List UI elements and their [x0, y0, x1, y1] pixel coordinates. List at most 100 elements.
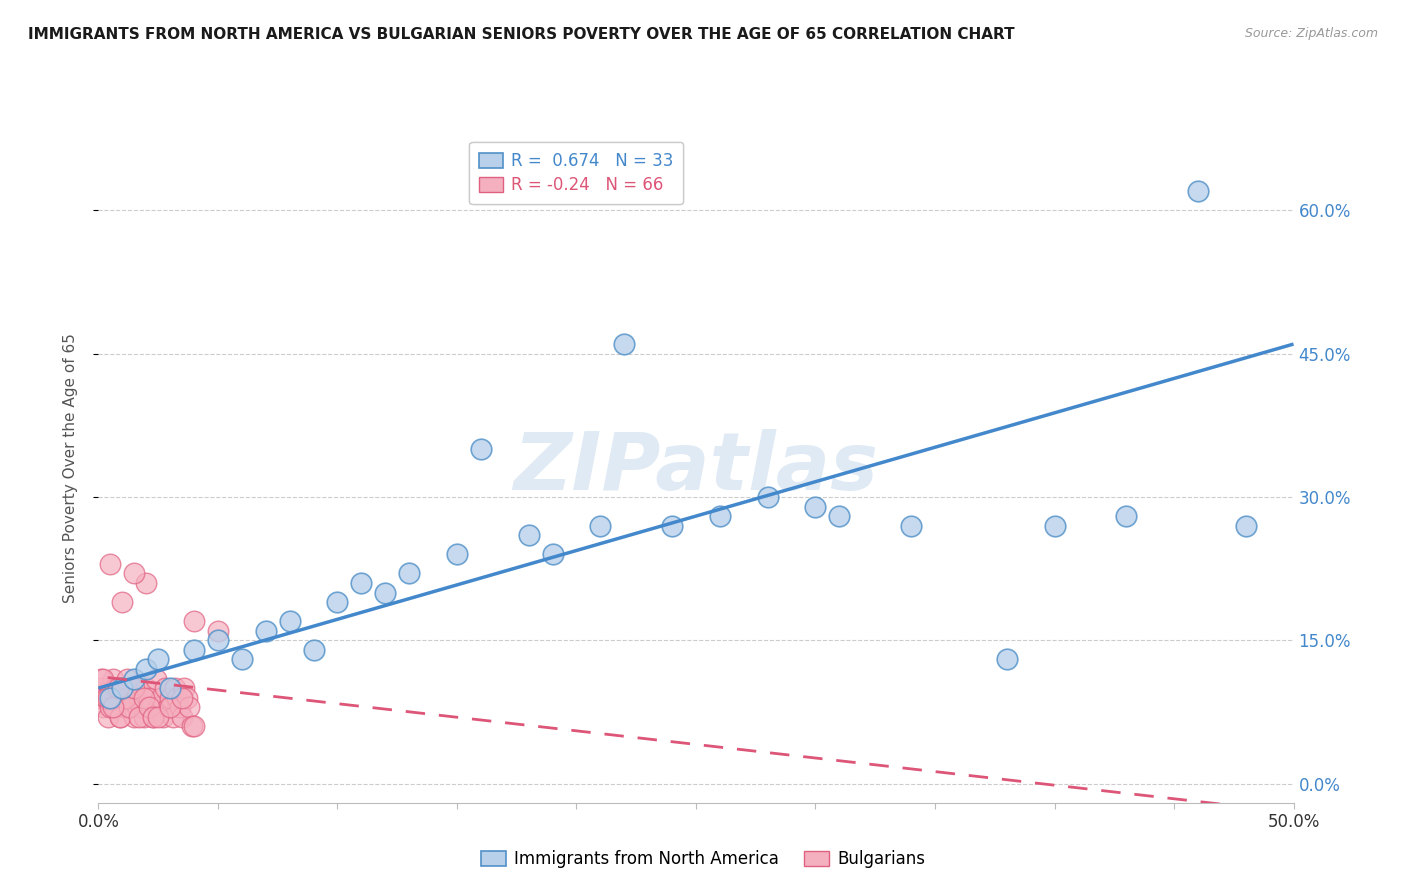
Point [172, 710, 194, 724]
Point [155, 681, 177, 695]
Point [104, 700, 127, 714]
Point [142, 710, 165, 724]
Point [613, 337, 636, 351]
Point [162, 710, 184, 724]
Point [132, 710, 155, 724]
Point [183, 614, 205, 628]
Point [94, 690, 117, 705]
Point [114, 690, 136, 705]
Point [138, 690, 160, 705]
Point [148, 652, 170, 666]
Point [111, 681, 134, 695]
Legend: R =  0.674   N = 33, R = -0.24   N = 66: R = 0.674 N = 33, R = -0.24 N = 66 [470, 142, 683, 204]
Point [207, 633, 229, 648]
Point [124, 566, 146, 581]
Point [159, 690, 181, 705]
Point [97, 710, 120, 724]
Point [115, 672, 138, 686]
Point [118, 690, 141, 705]
Point [589, 518, 612, 533]
Point [97, 690, 120, 705]
Point [470, 442, 492, 457]
Point [142, 710, 165, 724]
Point [135, 681, 157, 695]
Point [149, 690, 172, 705]
Point [101, 672, 124, 686]
Point [163, 681, 186, 695]
Point [183, 719, 205, 733]
Point [118, 700, 141, 714]
Point [172, 690, 194, 705]
Point [828, 509, 851, 524]
Point [159, 700, 181, 714]
Point [101, 700, 124, 714]
Point [169, 700, 191, 714]
Point [107, 690, 129, 705]
Legend: Immigrants from North America, Bulgarians: Immigrants from North America, Bulgarian… [474, 844, 932, 875]
Point [254, 624, 277, 638]
Text: IMMIGRANTS FROM NORTH AMERICA VS BULGARIAN SENIORS POVERTY OVER THE AGE OF 65 CO: IMMIGRANTS FROM NORTH AMERICA VS BULGARI… [28, 27, 1015, 42]
Point [231, 652, 253, 666]
Point [98, 557, 122, 571]
Point [124, 681, 146, 695]
Point [179, 700, 201, 714]
Point [207, 624, 229, 638]
Point [709, 509, 731, 524]
Point [111, 681, 134, 695]
Point [173, 681, 195, 695]
Point [104, 681, 127, 695]
Point [148, 700, 170, 714]
Point [446, 547, 468, 561]
Point [900, 518, 922, 533]
Point [128, 710, 150, 724]
Point [91, 700, 114, 714]
Point [90, 681, 112, 695]
Point [91, 672, 114, 686]
Point [350, 576, 373, 591]
Point [114, 700, 136, 714]
Text: ZIPatlas: ZIPatlas [513, 429, 879, 508]
Point [183, 643, 205, 657]
Point [176, 690, 198, 705]
Point [804, 500, 827, 514]
Point [326, 595, 349, 609]
Point [131, 700, 153, 714]
Point [1187, 184, 1209, 198]
Point [124, 710, 146, 724]
Text: Source: ZipAtlas.com: Source: ZipAtlas.com [1244, 27, 1378, 40]
Point [995, 652, 1018, 666]
Point [302, 643, 325, 657]
Point [145, 672, 167, 686]
Point [98, 681, 122, 695]
Point [159, 681, 181, 695]
Point [98, 700, 122, 714]
Point [128, 690, 150, 705]
Point [132, 690, 155, 705]
Point [541, 547, 564, 561]
Point [107, 681, 129, 695]
Point [124, 672, 146, 686]
Point [1115, 509, 1137, 524]
Point [111, 595, 134, 609]
Point [135, 662, 157, 676]
Point [156, 700, 179, 714]
Point [94, 690, 117, 705]
Point [135, 576, 157, 591]
Point [108, 710, 131, 724]
Point [1234, 518, 1257, 533]
Point [661, 518, 683, 533]
Point [180, 719, 202, 733]
Point [90, 672, 112, 686]
Point [108, 710, 131, 724]
Point [398, 566, 420, 581]
Point [138, 700, 160, 714]
Point [139, 700, 162, 714]
Point [87, 690, 110, 705]
Point [166, 690, 188, 705]
Point [152, 710, 174, 724]
Point [1043, 518, 1066, 533]
Y-axis label: Seniors Poverty Over the Age of 65: Seniors Poverty Over the Age of 65 [63, 334, 77, 603]
Point [148, 710, 170, 724]
Point [121, 700, 143, 714]
Point [278, 614, 301, 628]
